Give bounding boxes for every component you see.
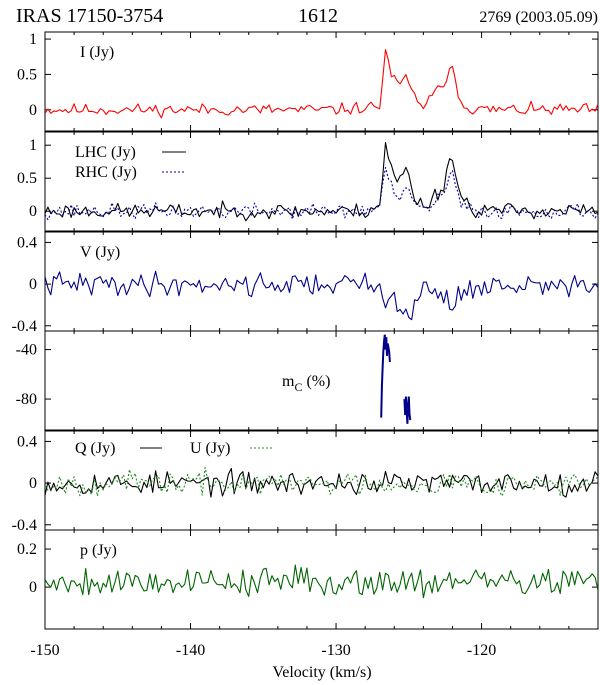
plot-area xyxy=(45,141,598,222)
series-mc-segment xyxy=(380,334,391,418)
y-tick-label: 0 xyxy=(29,276,37,293)
panel-frame xyxy=(44,231,599,332)
panel-q-u: 0.4 0 -0.4 Q (Jy) U (Jy) xyxy=(12,430,599,534)
panel-label: V (Jy) xyxy=(80,244,120,261)
panel-label: mC (%) xyxy=(282,373,330,394)
y-tick-label: 1 xyxy=(29,137,37,154)
y-tick-label: 0.2 xyxy=(17,541,37,558)
panel-frame xyxy=(44,131,599,232)
series-p-jy xyxy=(45,564,598,599)
y-tick-label: 0 xyxy=(29,475,37,492)
y-tick-label: 0.4 xyxy=(17,433,37,450)
line-title: 1612 xyxy=(298,5,338,27)
panel-mc: -40 -80 mC (%) xyxy=(16,330,599,431)
plot-area xyxy=(45,564,598,599)
legend-label: LHC (Jy) xyxy=(75,144,136,161)
y-tick-label: 0 xyxy=(29,203,37,220)
source-title: IRAS 17150-3754 xyxy=(16,5,163,27)
y-tick-label: -40 xyxy=(16,342,37,359)
y-tick-label: 0.5 xyxy=(17,170,37,187)
series-mc-segment xyxy=(403,396,412,424)
y-tick-label: 0 xyxy=(29,579,37,596)
x-tick-label: -140 xyxy=(176,642,205,659)
panel-label: I (Jy) xyxy=(80,44,114,61)
series-v-jy xyxy=(45,270,598,321)
epoch-title: 2769 (2003.05.09) xyxy=(479,9,598,26)
y-tick-label: 0.4 xyxy=(17,234,37,251)
y-tick-label: -80 xyxy=(16,391,37,408)
plot-area xyxy=(45,270,598,321)
x-tick-label: -130 xyxy=(321,642,350,659)
panel-label: p (Jy) xyxy=(80,542,117,559)
legend-label: Q (Jy) xyxy=(75,440,115,457)
x-tick-label: -120 xyxy=(467,642,496,659)
panels: 1 0.5 0 I (Jy) 1 0.5 0 LHC (Jy) RHC (Jy) 0.4 0 -0.4… xyxy=(12,31,599,630)
y-tick-label: 0.5 xyxy=(17,66,37,83)
x-axis-label: Velocity (km/s) xyxy=(272,664,371,681)
y-tick-label: 0 xyxy=(29,102,37,119)
plot-area xyxy=(45,49,598,119)
panel-frame xyxy=(44,529,599,630)
y-tick-label: -0.4 xyxy=(12,318,37,335)
panel-frame xyxy=(44,330,599,431)
plot-area xyxy=(45,466,598,498)
series-i-jy xyxy=(45,49,598,119)
legend-label: U (Jy) xyxy=(190,440,230,457)
y-tick-label: 1 xyxy=(29,31,37,48)
plot-area xyxy=(380,334,412,424)
panel-p: 0.2 0 p (Jy) xyxy=(17,529,599,630)
x-tick-label: -150 xyxy=(30,642,59,659)
panel-v: 0.4 0 -0.4 V (Jy) xyxy=(12,231,599,335)
y-tick-label: -0.4 xyxy=(12,517,37,534)
series-u-jy xyxy=(45,466,598,497)
panel-frame xyxy=(44,430,599,531)
series-q-jy xyxy=(45,467,598,498)
panel-frame xyxy=(44,31,599,132)
series-rhc-jy xyxy=(45,166,598,221)
legend-label: RHC (Jy) xyxy=(75,164,137,181)
panel-lhc-rhc: 1 0.5 0 LHC (Jy) RHC (Jy) xyxy=(17,131,599,232)
x-axis: -150 -140 -130 -120 xyxy=(30,642,496,659)
panel-i: 1 0.5 0 I (Jy) xyxy=(17,31,599,132)
